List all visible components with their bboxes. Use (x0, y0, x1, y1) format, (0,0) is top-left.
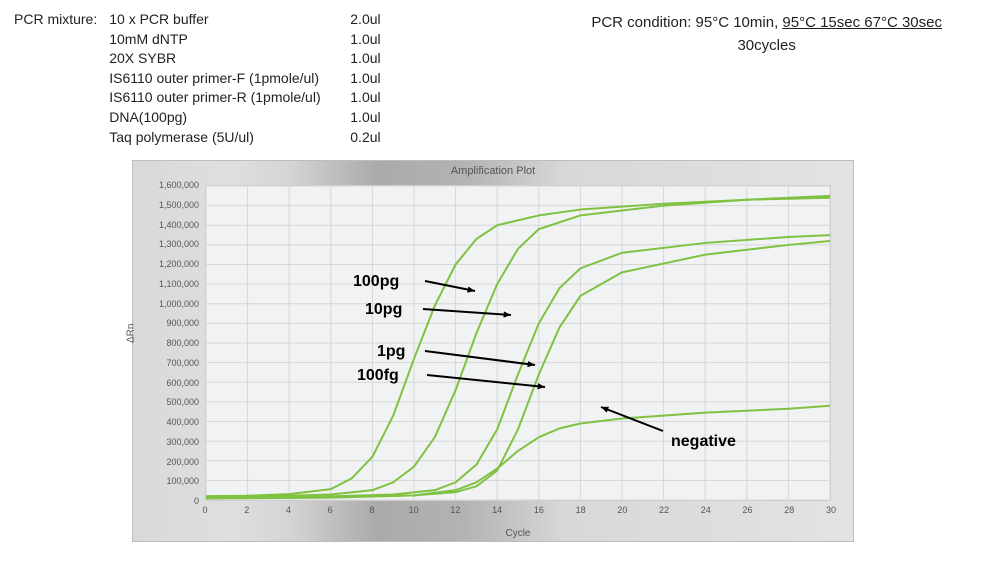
x-tick: 26 (743, 505, 753, 515)
y-tick: 900,000 (166, 318, 199, 328)
annotation-label-1pg: 1pg (377, 343, 405, 361)
x-tick: 18 (576, 505, 586, 515)
x-tick: 10 (409, 505, 419, 515)
mixture-table: 10 x PCR buffer2.0ul10mM dNTP1.0ul20X SY… (103, 10, 386, 147)
mixture-item: 20X SYBR (103, 49, 326, 69)
x-tick: 6 (328, 505, 333, 515)
x-tick: 8 (369, 505, 374, 515)
plot-svg (206, 186, 830, 500)
mixture-amount: 1.0ul (327, 69, 387, 89)
y-tick: 600,000 (166, 378, 199, 388)
y-tick: 1,300,000 (159, 239, 199, 249)
amplification-plot-photo: Amplification Plot ΔRn 0100,000200,00030… (133, 161, 853, 541)
plot-title: Amplification Plot (133, 165, 853, 177)
plot-area (205, 185, 831, 501)
x-tick: 16 (534, 505, 544, 515)
mixture-amount: 1.0ul (327, 108, 387, 128)
pcr-condition-block: PCR condition: 95°C 10min, 95°C 15sec 67… (591, 12, 942, 57)
mixture-row: 20X SYBR1.0ul (103, 49, 386, 69)
y-tick: 800,000 (166, 338, 199, 348)
annotation-label-10pg: 10pg (365, 301, 402, 319)
y-axis: ΔRn 0100,000200,000300,000400,000500,000… (133, 185, 203, 501)
mixture-amount: 0.2ul (327, 128, 387, 148)
x-tick: 24 (701, 505, 711, 515)
y-tick: 1,200,000 (159, 259, 199, 269)
curve-100fg (206, 241, 830, 498)
y-tick: 500,000 (166, 397, 199, 407)
y-axis-label: ΔRn (126, 324, 137, 343)
y-tick: 1,100,000 (159, 279, 199, 289)
y-tick: 200,000 (166, 457, 199, 467)
annotation-label-100fg: 100fg (357, 367, 399, 385)
x-tick: 2 (244, 505, 249, 515)
x-tick: 0 (202, 505, 207, 515)
y-tick: 1,600,000 (159, 180, 199, 190)
mixture-item: IS6110 outer primer-R (1pmole/ul) (103, 88, 326, 108)
y-tick: 400,000 (166, 417, 199, 427)
mixture-row: 10mM dNTP1.0ul (103, 30, 386, 50)
curve-negative (206, 406, 830, 499)
top-section: PCR mixture: 10 x PCR buffer2.0ul10mM dN… (14, 10, 972, 147)
mixture-row: Taq polymerase (5U/ul)0.2ul (103, 128, 386, 148)
annotation-label-negative: negative (671, 433, 736, 451)
x-tick: 28 (784, 505, 794, 515)
mixture-row: DNA(100pg)1.0ul (103, 108, 386, 128)
condition-plain: 95°C 10min, (696, 14, 783, 31)
x-axis: Cycle 024681012141618202224262830 (205, 503, 831, 541)
x-tick: 20 (617, 505, 627, 515)
mixture-item: Taq polymerase (5U/ul) (103, 128, 326, 148)
y-tick: 700,000 (166, 358, 199, 368)
mixture-item: DNA(100pg) (103, 108, 326, 128)
x-axis-label: Cycle (205, 528, 831, 539)
mixture-amount: 1.0ul (327, 49, 387, 69)
x-tick: 14 (492, 505, 502, 515)
y-tick: 1,000,000 (159, 299, 199, 309)
mixture-item: IS6110 outer primer-F (1pmole/ul) (103, 69, 326, 89)
y-tick: 0 (194, 496, 199, 506)
mixture-heading: PCR mixture: (14, 10, 97, 147)
y-tick: 1,400,000 (159, 220, 199, 230)
y-tick: 1,500,000 (159, 200, 199, 210)
mixture-item: 10 x PCR buffer (103, 10, 326, 30)
y-tick: 100,000 (166, 476, 199, 486)
mixture-amount: 2.0ul (327, 10, 387, 30)
page: PCR mixture: 10 x PCR buffer2.0ul10mM dN… (0, 0, 986, 562)
pcr-mixture-block: PCR mixture: 10 x PCR buffer2.0ul10mM dN… (14, 10, 387, 147)
mixture-row: IS6110 outer primer-R (1pmole/ul)1.0ul (103, 88, 386, 108)
mixture-row: IS6110 outer primer-F (1pmole/ul)1.0ul (103, 69, 386, 89)
mixture-item: 10mM dNTP (103, 30, 326, 50)
y-tick: 300,000 (166, 437, 199, 447)
x-tick: 4 (286, 505, 291, 515)
annotation-label-100pg: 100pg (353, 273, 399, 291)
mixture-row: 10 x PCR buffer2.0ul (103, 10, 386, 30)
condition-cycling: 95°C 15sec 67°C 30sec (782, 14, 942, 31)
mixture-amount: 1.0ul (327, 30, 387, 50)
condition-cycles: 30cycles (591, 35, 942, 58)
mixture-amount: 1.0ul (327, 88, 387, 108)
x-tick: 12 (450, 505, 460, 515)
condition-prefix: PCR condition: (591, 14, 695, 31)
x-tick: 22 (659, 505, 669, 515)
curve-1pg (206, 235, 830, 498)
x-tick: 30 (826, 505, 836, 515)
